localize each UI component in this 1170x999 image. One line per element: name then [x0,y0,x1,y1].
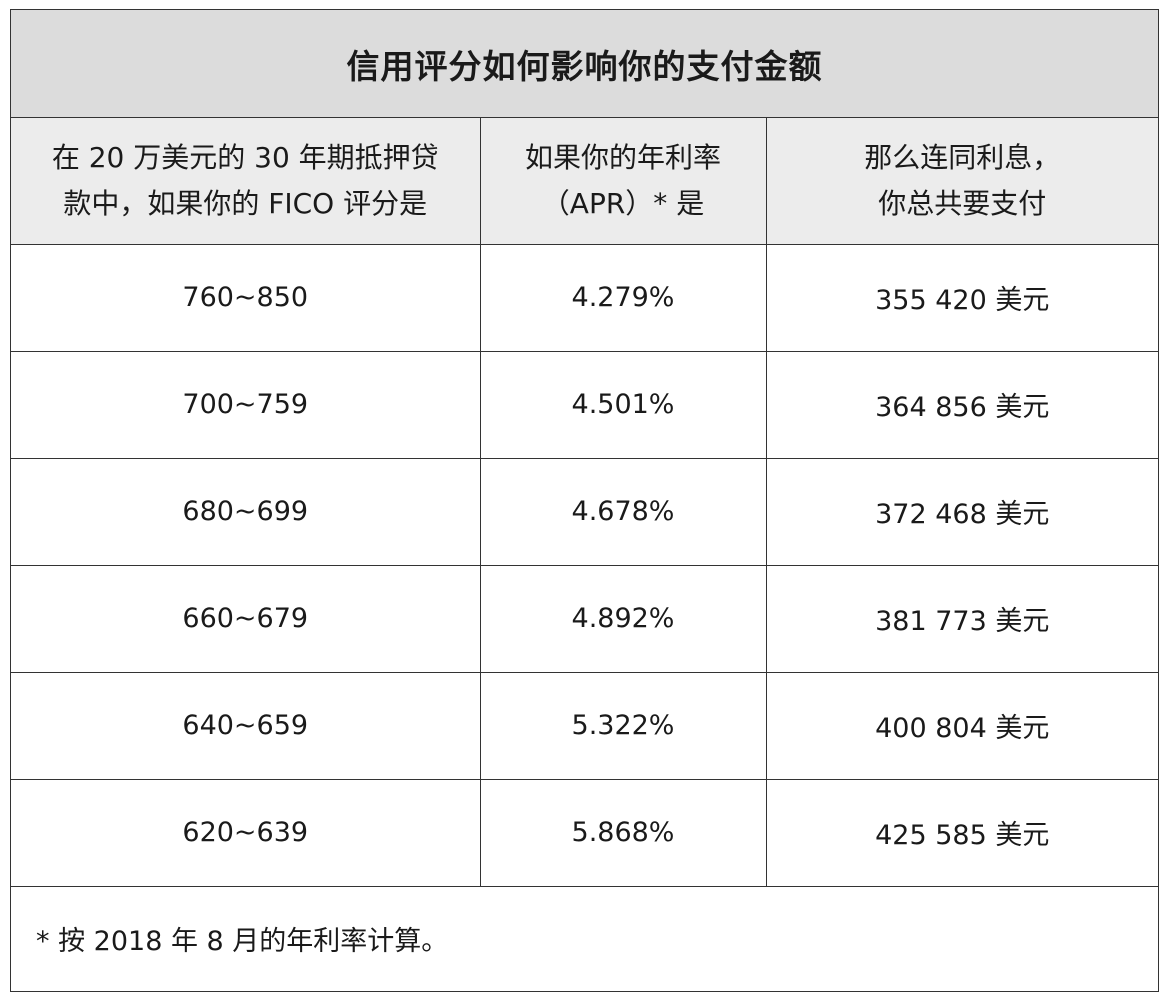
score-cell: 640~659 [11,672,481,780]
apr-cell: 5.322% [480,672,767,780]
score-cell: 660~679 [11,565,481,673]
score-cell: 700~759 [11,351,481,459]
table-row: 680~699 4.678% 372 468 美元 [11,458,1158,566]
total-cell: 400 804 美元 [766,672,1158,780]
total-cell: 372 468 美元 [766,458,1158,566]
header-total-payment-line2: 你总共要支付 [878,186,1047,220]
header-apr-line1: 如果你的年利率 [524,140,721,174]
header-apr-line2: （APR）* 是 [541,186,705,220]
apr-cell: 5.868% [480,779,767,887]
header-fico-score-line2: 款中，如果你的 FICO 评分是 [63,186,428,220]
table-row: 620~639 5.868% 425 585 美元 [11,779,1158,887]
score-cell: 680~699 [11,458,481,566]
credit-score-table: 信用评分如何影响你的支付金额 在 20 万美元的 30 年期抵押贷 款中，如果你… [10,9,1159,992]
header-fico-score: 在 20 万美元的 30 年期抵押贷 款中，如果你的 FICO 评分是 [11,118,481,245]
apr-cell: 4.501% [480,351,767,459]
rates-table: 在 20 万美元的 30 年期抵押贷 款中，如果你的 FICO 评分是 如果你的… [11,118,1158,887]
total-cell: 425 585 美元 [766,779,1158,887]
total-cell: 355 420 美元 [766,244,1158,352]
table-title: 信用评分如何影响你的支付金额 [11,10,1158,118]
total-cell: 381 773 美元 [766,565,1158,673]
apr-cell: 4.678% [480,458,767,566]
table-row: 760~850 4.279% 355 420 美元 [11,244,1158,352]
total-cell: 364 856 美元 [766,351,1158,459]
header-fico-score-line1: 在 20 万美元的 30 年期抵押贷 [51,140,439,174]
table-row: 640~659 5.322% 400 804 美元 [11,672,1158,780]
header-total-payment-line1: 那么连同利息， [864,140,1061,174]
table-row: 700~759 4.501% 364 856 美元 [11,351,1158,459]
score-cell: 620~639 [11,779,481,887]
header-total-payment: 那么连同利息， 你总共要支付 [766,118,1158,245]
apr-cell: 4.279% [480,244,767,352]
score-cell: 760~850 [11,244,481,352]
footnote: * 按 2018 年 8 月的年利率计算。 [36,926,449,957]
table-row: 660~679 4.892% 381 773 美元 [11,565,1158,673]
header-apr: 如果你的年利率 （APR）* 是 [480,118,767,245]
apr-cell: 4.892% [480,565,767,673]
header-row: 在 20 万美元的 30 年期抵押贷 款中，如果你的 FICO 评分是 如果你的… [11,118,1158,245]
